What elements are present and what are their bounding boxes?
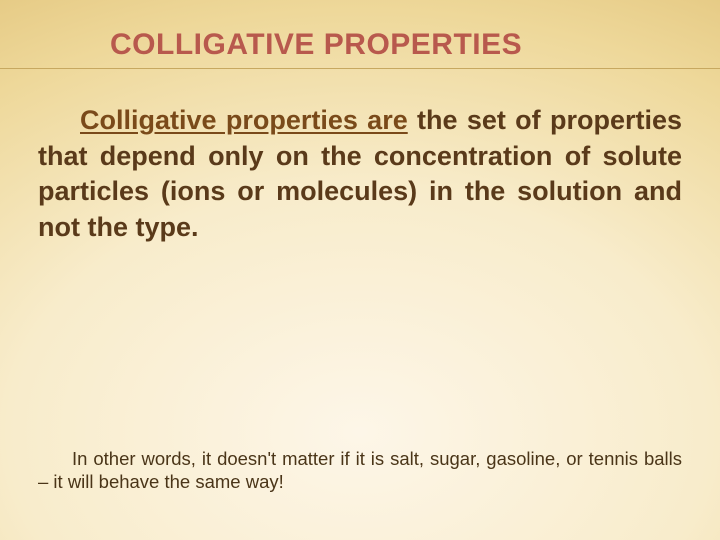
definition-paragraph: Colligative properties are the set of pr… [38,103,682,246]
title-underline-rule [0,68,720,69]
slide-title: COLLIGATIVE PROPERTIES [38,28,682,68]
slide: COLLIGATIVE PROPERTIES Colligative prope… [0,0,720,540]
subtext-paragraph: In other words, it doesn't matter if it … [38,447,682,494]
definition-term: Colligative properties are [80,105,408,135]
